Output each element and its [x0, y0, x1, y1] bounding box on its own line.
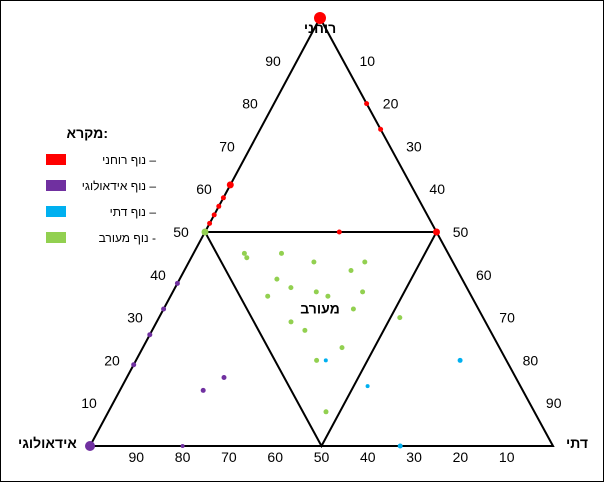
bottom-tick-label: 50 — [314, 449, 330, 465]
vertex-label-right: דתי — [566, 435, 588, 451]
bottom-tick-label: 70 — [221, 449, 237, 465]
data-point — [131, 362, 137, 368]
series-3 — [201, 228, 403, 415]
data-point — [348, 268, 354, 273]
vertex-label-top: רוחני — [304, 20, 336, 36]
left-tick-label: 90 — [265, 53, 281, 69]
data-point — [200, 387, 206, 393]
left-tick-label: 20 — [104, 352, 120, 368]
right-tick-label: 80 — [523, 352, 539, 368]
data-point — [323, 358, 328, 363]
data-point — [211, 212, 217, 218]
data-point — [288, 285, 294, 291]
data-point — [161, 306, 167, 312]
data-point — [397, 315, 403, 321]
data-point — [221, 375, 227, 380]
legend-label-ideological: נוף אידאולוגי – — [82, 179, 157, 193]
left-tick-label: 80 — [242, 96, 258, 112]
data-point — [216, 203, 222, 209]
right-tick-label: 50 — [453, 224, 469, 240]
left-tick-label: 40 — [150, 267, 166, 283]
data-point — [241, 250, 247, 256]
right-tick-label: 70 — [499, 310, 515, 326]
center-label: מעורב — [300, 300, 340, 316]
bottom-tick-label: 80 — [175, 449, 191, 465]
data-point — [314, 357, 320, 363]
bottom-tick-label: 40 — [360, 449, 376, 465]
legend-swatch-religious — [46, 206, 66, 217]
data-point — [314, 12, 326, 24]
data-point — [397, 443, 403, 449]
data-point — [325, 293, 331, 299]
data-point — [180, 444, 185, 448]
data-point — [265, 293, 271, 299]
bottom-edge-tick-labels: 90 80 70 60 50 40 30 20 10 — [129, 449, 515, 465]
left-edge-tick-labels: 10 20 30 40 50 60 70 80 90 — [81, 53, 281, 411]
legend-label-mixed: נוף מעורב - — [99, 231, 156, 245]
bottom-tick-label: 90 — [129, 449, 145, 465]
bottom-tick-label: 10 — [499, 449, 515, 465]
data-point — [323, 409, 329, 415]
left-tick-label: 70 — [219, 138, 235, 154]
right-tick-label: 20 — [383, 96, 399, 112]
left-tick-label: 60 — [196, 181, 212, 197]
bottom-tick-label: 30 — [406, 449, 422, 465]
bottom-tick-label: 20 — [453, 449, 469, 465]
vertex-label-left: אידאולוגי — [18, 435, 77, 451]
inner-triangle — [203, 231, 439, 449]
series-1 — [85, 280, 227, 451]
data-point — [350, 306, 356, 312]
legend-swatch-ideological — [46, 180, 66, 191]
data-point — [207, 220, 213, 226]
series-2 — [323, 357, 463, 449]
data-points — [85, 12, 463, 451]
right-tick-label: 40 — [429, 181, 445, 197]
data-point — [336, 229, 342, 235]
legend-items: נוף רוחני – נוף אידאולוגי – נוף דתי – נוף מ… — [46, 153, 156, 245]
legend-label-religious: נוף דתי – — [110, 205, 157, 219]
data-point — [147, 332, 153, 338]
left-tick-label: 50 — [173, 224, 189, 240]
data-point — [360, 289, 366, 295]
data-point — [226, 181, 234, 189]
right-edge-tick-labels: 10 20 30 40 50 60 70 80 90 — [360, 53, 562, 411]
data-point — [339, 345, 345, 351]
legend-swatch-mixed — [46, 232, 66, 243]
bottom-tick-label: 60 — [267, 449, 283, 465]
data-point — [201, 228, 209, 236]
data-point — [288, 319, 294, 325]
data-point — [457, 357, 463, 363]
right-tick-label: 60 — [476, 267, 492, 283]
data-point — [302, 327, 308, 333]
data-point — [174, 280, 180, 286]
data-point — [313, 289, 319, 295]
data-point — [378, 126, 384, 132]
series-0 — [207, 12, 440, 236]
data-point — [244, 255, 250, 261]
data-point — [220, 195, 226, 201]
right-tick-label: 90 — [546, 395, 562, 411]
legend: מקרא: נוף רוחני – נוף אידאולוגי – נוף דתי … — [46, 125, 156, 245]
left-tick-label: 30 — [127, 310, 143, 326]
left-tick-label: 10 — [81, 395, 97, 411]
data-point — [365, 384, 370, 389]
legend-label-spiritual: נוף רוחני – — [102, 153, 156, 167]
right-tick-label: 10 — [360, 53, 376, 69]
data-point — [279, 250, 284, 256]
right-tick-label: 30 — [406, 138, 422, 154]
legend-title: מקרא: — [67, 125, 108, 141]
data-point — [433, 228, 440, 236]
legend-swatch-spiritual — [46, 154, 66, 165]
data-point — [85, 441, 95, 451]
data-point — [274, 276, 280, 282]
data-point — [362, 259, 368, 265]
data-point — [364, 101, 370, 107]
data-point — [311, 259, 317, 265]
